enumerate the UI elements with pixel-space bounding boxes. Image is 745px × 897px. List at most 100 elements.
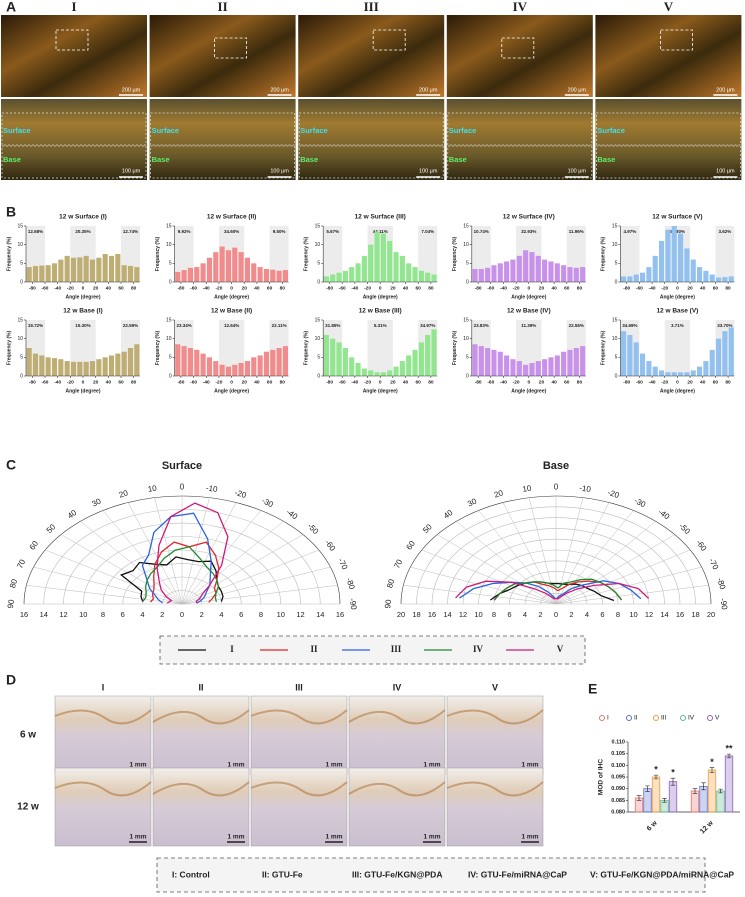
bar [724, 755, 734, 813]
y-tick-label: 0.090 [611, 786, 625, 792]
y-tick-label: 0 [169, 373, 172, 379]
bar [393, 252, 399, 282]
bar [175, 271, 181, 282]
theta-tick-label: 80 [385, 577, 396, 589]
x-tick-label: -60 [487, 285, 494, 291]
r-tick-label: 6 [121, 610, 125, 619]
panel-label: E [588, 681, 597, 697]
r-tick-label: 8 [492, 610, 496, 619]
micrograph [298, 15, 445, 97]
y-tick-label: 0 [615, 373, 618, 379]
x-tick-label: -60 [636, 379, 643, 385]
bar [406, 263, 412, 282]
bar [121, 265, 127, 282]
x-tick-label: -80 [326, 379, 333, 385]
y-tick-label: 10 [463, 336, 469, 342]
legend-label: II [310, 644, 318, 654]
theta-tick-label: 10 [147, 484, 158, 494]
theta-tick-label: -50 [306, 521, 321, 536]
region-label: 22.11% [272, 323, 287, 328]
x-tick-label: 0 [230, 379, 233, 385]
tissue-edge [250, 781, 348, 797]
x-tick-label: 0 [82, 379, 85, 385]
y-tick-label: 15 [166, 223, 172, 229]
bar [431, 274, 437, 282]
bar [102, 254, 108, 282]
bar [134, 267, 140, 282]
significance-label: * [671, 768, 675, 778]
r-tick-label: 0 [180, 610, 184, 619]
y-tick-label: 0.095 [611, 774, 625, 780]
bar [643, 788, 652, 813]
x-tick-label: -20 [513, 379, 520, 385]
bar [425, 334, 431, 376]
theta-tick-label: 60 [28, 539, 41, 552]
y-tick-label: 0.100 [611, 763, 625, 769]
zoom-box [660, 29, 693, 51]
panel-label: A [6, 0, 16, 15]
region-label: 5.31% [374, 323, 387, 328]
polar-line [142, 546, 220, 603]
bar [561, 351, 567, 376]
region-label: 11.39% [521, 323, 536, 328]
tissue-edge [348, 709, 446, 725]
grid-spoke [102, 510, 183, 605]
x-tick-label: 0 [230, 285, 233, 291]
bar [716, 338, 722, 376]
x-tick-label: -40 [500, 379, 507, 385]
x-axis-label: Angle (degree) [65, 294, 100, 300]
bar [244, 361, 250, 376]
x-tick-label: -40 [351, 285, 358, 291]
legend-label: IV [688, 715, 695, 722]
scale-label: 100 μm [270, 168, 289, 174]
theta-tick-label: 0 [180, 482, 185, 491]
micrograph [1, 99, 147, 180]
shaded-range [367, 320, 393, 376]
chart-title: 12 w Base (IV) [507, 308, 551, 315]
x-axis-label: Angle (degree) [65, 388, 100, 394]
x-axis-label: Angle (degree) [660, 388, 695, 394]
r-tick-label: 16 [20, 610, 28, 619]
x-tick-label: 0 [82, 285, 85, 291]
legend-label: II: GTU-Fe [262, 869, 303, 879]
bar [387, 240, 393, 282]
bar [728, 276, 734, 282]
theta-tick-label: -20 [606, 488, 620, 500]
r-tick-label: 16 [676, 610, 684, 619]
scale-label: 100 μm [716, 168, 735, 174]
bar [523, 364, 529, 376]
region-label: 3.62% [719, 229, 732, 234]
region-label: 23.83% [474, 323, 489, 328]
y-tick-label: 15 [612, 317, 618, 323]
bar [77, 361, 83, 376]
region-label: 22.59% [123, 323, 138, 328]
bar [485, 267, 491, 282]
tissue-edge [152, 781, 250, 797]
bar [690, 790, 700, 813]
r-tick-label: 18 [691, 610, 699, 619]
bar [342, 348, 348, 376]
ihc-image [446, 695, 544, 775]
bar [567, 267, 573, 282]
theta-tick-label: -80 [715, 577, 727, 591]
bar [678, 372, 684, 376]
grid-spoke [45, 549, 183, 605]
grid-spoke [80, 521, 183, 605]
y-axis-label: Frequency (%) [6, 236, 12, 271]
bar [349, 357, 355, 376]
x-tick-label: -20 [215, 285, 222, 291]
x-tick-label: 20 [687, 379, 693, 385]
bar [542, 359, 548, 376]
legend-label: V: GTU-Fe/KGN@PDA/miRNA@CaP [590, 869, 734, 879]
y-tick-label: 10 [463, 242, 469, 248]
tissue-edge [54, 781, 152, 797]
theta-tick-label: -70 [336, 557, 350, 572]
theta-tick-label: -10 [205, 483, 218, 494]
x-tick-label: -40 [54, 379, 61, 385]
x-tick-label: -60 [42, 285, 49, 291]
tissue-edge [348, 781, 446, 797]
bar [646, 361, 652, 376]
r-tick-label: 4 [219, 610, 223, 619]
x-tick-label: -60 [42, 379, 49, 385]
x-tick-label: 12 w [699, 819, 715, 835]
